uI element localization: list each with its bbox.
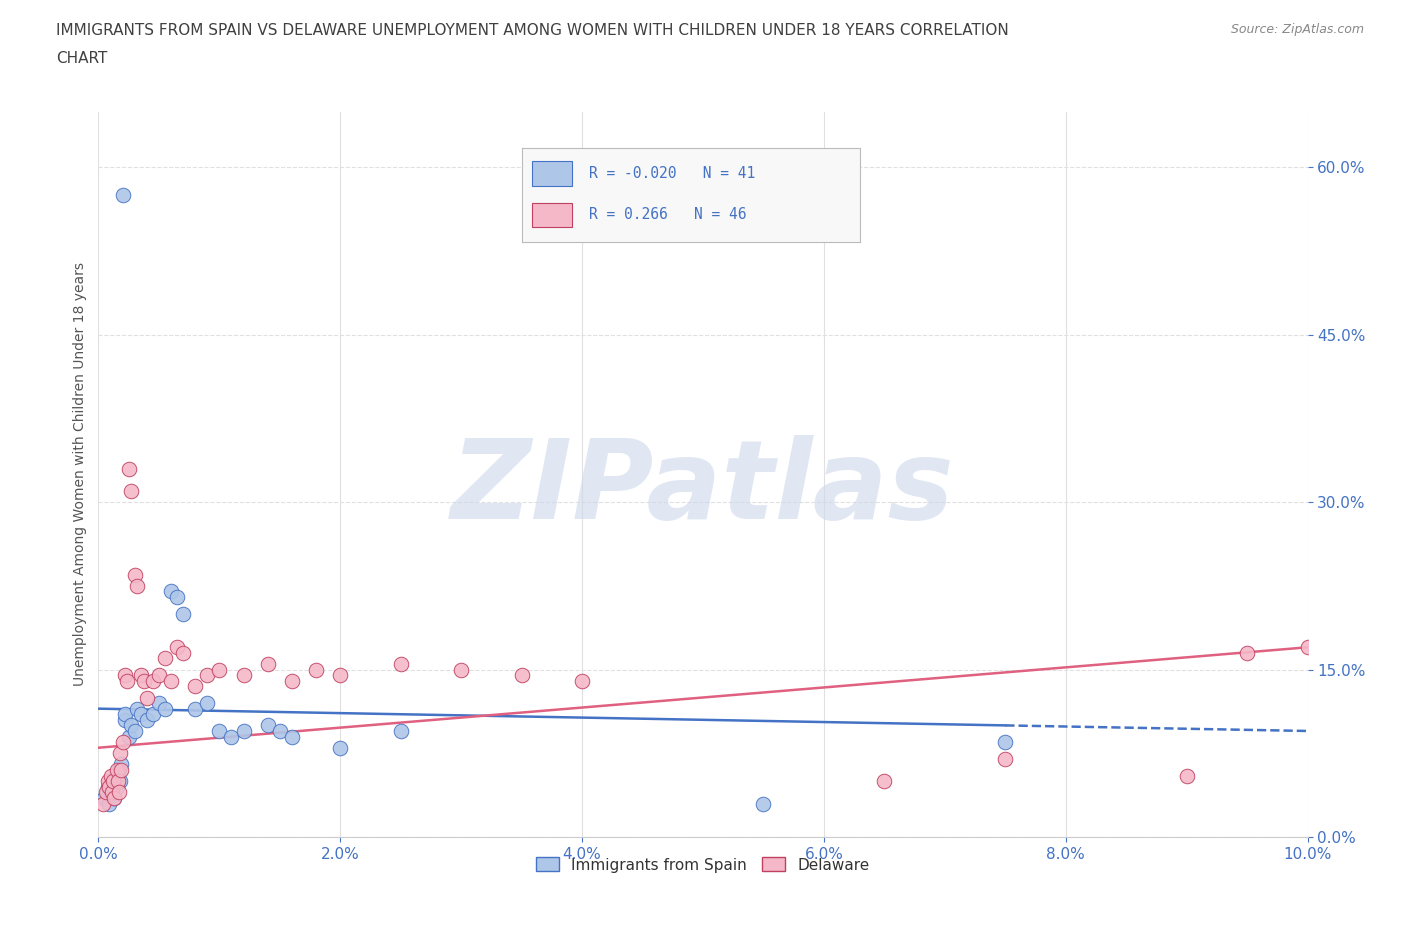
Point xyxy=(100,768,122,783)
Point xyxy=(873,774,896,789)
Point xyxy=(208,724,231,738)
Point xyxy=(269,724,291,738)
Point xyxy=(124,724,146,738)
Point xyxy=(94,785,117,800)
Point xyxy=(110,763,132,777)
Point xyxy=(120,718,142,733)
Legend: Immigrants from Spain, Delaware: Immigrants from Spain, Delaware xyxy=(529,850,877,880)
Point xyxy=(127,578,149,593)
Point xyxy=(195,696,218,711)
Point xyxy=(281,729,304,744)
Point xyxy=(104,774,127,789)
Point xyxy=(172,606,194,621)
Point xyxy=(117,673,139,688)
Point xyxy=(389,657,412,671)
Point xyxy=(184,679,207,694)
Point xyxy=(100,774,122,789)
Point xyxy=(752,796,775,811)
Point xyxy=(134,673,156,688)
Point xyxy=(160,584,183,599)
Point xyxy=(98,779,121,794)
Point xyxy=(108,763,131,777)
Point xyxy=(91,796,114,811)
Point xyxy=(103,790,125,805)
Point xyxy=(96,785,118,800)
Point xyxy=(195,668,218,683)
Point xyxy=(389,724,412,738)
Point xyxy=(208,662,231,677)
Point xyxy=(256,657,278,671)
Point xyxy=(1236,645,1258,660)
Y-axis label: Unemployment Among Women with Children Under 18 years: Unemployment Among Women with Children U… xyxy=(73,262,87,686)
Point xyxy=(124,567,146,582)
Point xyxy=(103,790,125,805)
Point xyxy=(571,673,593,688)
Point xyxy=(108,774,131,789)
Point xyxy=(221,729,243,744)
Point xyxy=(107,768,129,783)
Point xyxy=(127,701,149,716)
Point xyxy=(118,461,141,476)
Point xyxy=(101,785,124,800)
Point xyxy=(1175,768,1198,783)
Point xyxy=(108,746,131,761)
Point xyxy=(256,718,278,733)
Point xyxy=(114,707,136,722)
Point xyxy=(1296,640,1319,655)
Point xyxy=(329,740,352,755)
Point xyxy=(120,484,142,498)
Point xyxy=(232,668,254,683)
Point xyxy=(118,729,141,744)
Point xyxy=(142,673,165,688)
Point xyxy=(110,757,132,772)
Point xyxy=(148,668,170,683)
Point xyxy=(100,785,122,800)
Point xyxy=(111,188,134,203)
Point xyxy=(105,763,128,777)
Point xyxy=(142,707,165,722)
Point xyxy=(510,668,533,683)
Point xyxy=(135,712,157,727)
Text: ZIPatlas: ZIPatlas xyxy=(451,435,955,542)
Point xyxy=(105,779,128,794)
Point xyxy=(153,651,176,666)
Point xyxy=(281,673,304,688)
Point xyxy=(166,590,188,604)
Point xyxy=(114,668,136,683)
Point xyxy=(160,673,183,688)
Point xyxy=(994,735,1017,750)
Point xyxy=(98,796,121,811)
Point xyxy=(111,735,134,750)
Point xyxy=(329,668,352,683)
Text: IMMIGRANTS FROM SPAIN VS DELAWARE UNEMPLOYMENT AMONG WOMEN WITH CHILDREN UNDER 1: IMMIGRANTS FROM SPAIN VS DELAWARE UNEMPL… xyxy=(56,23,1010,38)
Point xyxy=(107,774,129,789)
Text: Source: ZipAtlas.com: Source: ZipAtlas.com xyxy=(1230,23,1364,36)
Point xyxy=(101,774,124,789)
Point xyxy=(450,662,472,677)
Point xyxy=(108,785,131,800)
Point xyxy=(172,645,194,660)
Point xyxy=(129,707,152,722)
Text: CHART: CHART xyxy=(56,51,108,66)
Point xyxy=(97,774,120,789)
Point xyxy=(148,696,170,711)
Point xyxy=(100,785,122,800)
Point xyxy=(232,724,254,738)
Point xyxy=(305,662,328,677)
Point xyxy=(129,668,152,683)
Point xyxy=(994,751,1017,766)
Point xyxy=(184,701,207,716)
Point xyxy=(135,690,157,705)
Point xyxy=(166,640,188,655)
Point xyxy=(114,712,136,727)
Point xyxy=(97,779,120,794)
Point xyxy=(153,701,176,716)
Point xyxy=(93,790,115,805)
